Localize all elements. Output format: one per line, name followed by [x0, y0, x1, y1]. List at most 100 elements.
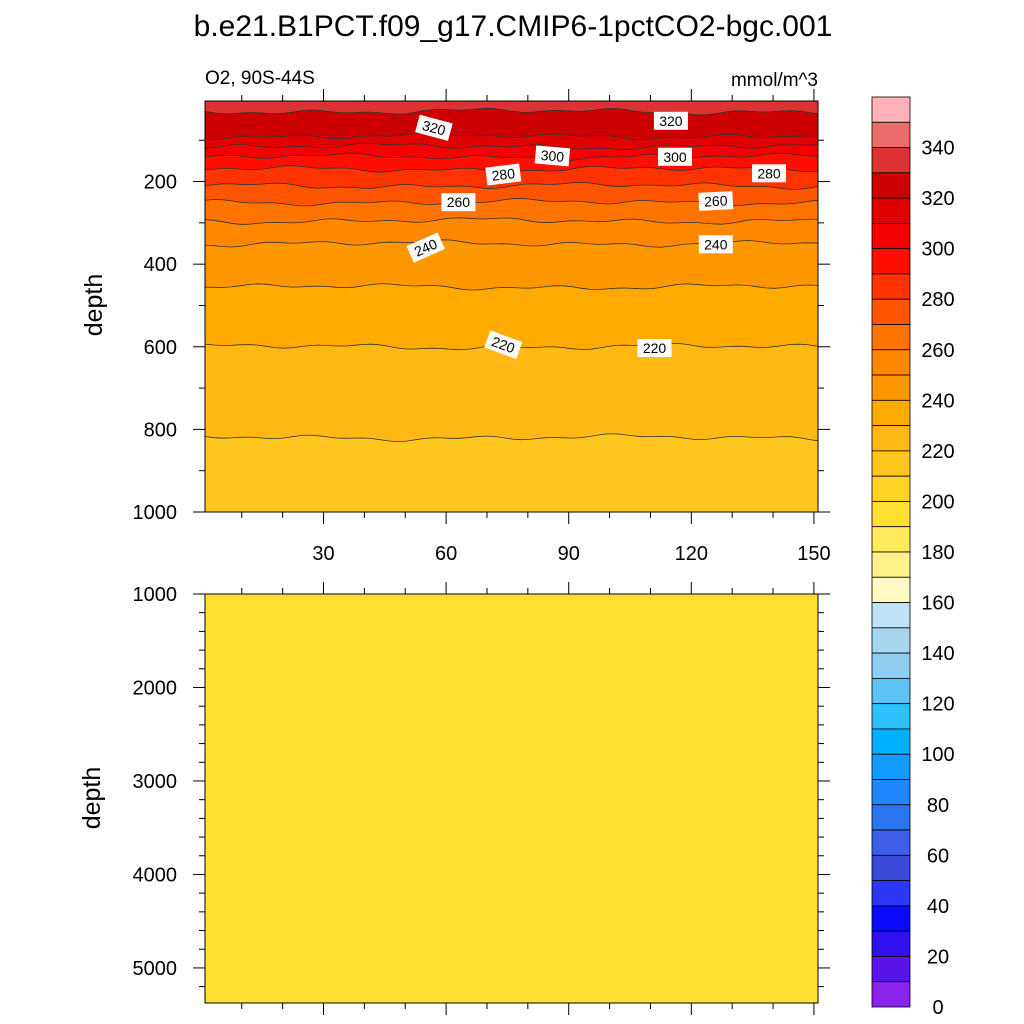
colorbar-label: 60 [927, 845, 949, 867]
contour-label-text: 320 [421, 117, 448, 139]
colorbar-label: 240 [921, 390, 954, 412]
colorbar-box [871, 501, 911, 528]
upper-frame [204, 100, 819, 513]
contour-line [205, 433, 818, 443]
contour-label-box [406, 232, 445, 263]
colorbar-box [871, 905, 911, 932]
contour-line [205, 131, 818, 141]
y-tick-label: 2000 [133, 677, 178, 699]
contour-line [205, 181, 818, 190]
y-tick-label: 1000 [133, 502, 178, 524]
colorbar-box [871, 147, 911, 174]
colorbar-label: 20 [927, 946, 949, 968]
contour-label: 260 [441, 193, 476, 212]
contour-label-box [752, 164, 786, 183]
contour-label-box [658, 147, 692, 166]
colorbar-box [871, 324, 911, 351]
colorbar-label: 220 [921, 441, 954, 463]
lower-frame [204, 593, 819, 1004]
contour-label-box [441, 193, 476, 212]
contour-label: 300 [534, 145, 571, 167]
colorbar-label: 260 [921, 340, 954, 362]
lower-ylabel: depth [78, 767, 106, 830]
figure-title: b.e21.B1PCT.f09_g17.CMIP6-1pctCO2-bgc.00… [194, 10, 833, 43]
contour-line [205, 217, 818, 225]
colorbar: 3403203002802602402202001801601401201008… [871, 96, 955, 1019]
upper-ticks: 30 60 90 120 150 200 400 600 800 1000 [133, 89, 831, 565]
contour-label-text: 280 [757, 165, 781, 181]
colorbar-box [871, 981, 911, 1008]
contour-label: 280 [752, 164, 786, 183]
contour-line [205, 283, 818, 291]
colorbar-box [871, 349, 911, 376]
colorbar-box [871, 779, 911, 806]
colorbar-box [871, 222, 911, 250]
colorbar-label: 180 [921, 542, 954, 564]
colorbar-box [871, 602, 911, 629]
colorbar-box [871, 551, 911, 578]
contour-label-text: 300 [663, 149, 687, 165]
contour-label: 220 [637, 339, 672, 357]
colorbar-box [871, 273, 911, 300]
colorbar-box [871, 475, 911, 502]
colorbar-box [871, 576, 911, 603]
x-tick-label: 60 [435, 543, 457, 565]
colorbar-label: 200 [921, 491, 954, 513]
colorbar-box [871, 956, 911, 983]
contour-label-text: 220 [643, 340, 667, 356]
colorbar-label: 340 [921, 138, 954, 160]
colorbar-box [871, 374, 911, 401]
colorbar-box [871, 526, 911, 553]
x-tick-label: 90 [558, 543, 580, 565]
y-tick-label: 5000 [133, 958, 178, 980]
colorbar-box [871, 121, 911, 148]
contour-label-text: 320 [659, 113, 683, 129]
contour-label: 220 [484, 330, 523, 359]
contour-label-box [484, 330, 523, 359]
colorbar-box [871, 450, 911, 477]
fill-band [205, 433, 818, 512]
left-string: O2, 90S-44S [205, 68, 315, 89]
contour-label-text: 260 [704, 192, 728, 209]
y-tick-label: 4000 [133, 864, 178, 886]
y-tick-label: 800 [144, 419, 177, 441]
contour-label: 320 [653, 111, 688, 130]
colorbar-box [871, 627, 911, 654]
colorbar-box [871, 248, 911, 275]
units-string: mmol/m^3 [731, 70, 818, 91]
colorbar-box [871, 880, 911, 907]
colorbar-box [871, 197, 911, 224]
colorbar-label: 300 [921, 239, 954, 261]
y-tick-label: 3000 [133, 771, 178, 793]
contour-line [205, 107, 818, 116]
contour-line [205, 152, 818, 162]
colorbar-box [871, 703, 911, 730]
contour-label: 260 [698, 191, 734, 211]
colorbar-label: 40 [927, 896, 949, 918]
colorbar-box [871, 677, 911, 705]
colorbar-label: 320 [921, 188, 954, 210]
contour-label-text: 300 [540, 147, 565, 165]
contour-label: 320 [415, 114, 453, 141]
x-tick-label: 150 [797, 543, 830, 565]
lower-panel: 1000 2000 3000 4000 5000 depth [78, 582, 830, 1015]
contour-label: 240 [698, 235, 733, 254]
contour-label-text: 220 [490, 333, 518, 356]
x-tick-label: 30 [312, 543, 334, 565]
contour-label-box [637, 339, 672, 357]
contour-label-box [415, 114, 453, 141]
contour-label: 300 [658, 147, 692, 166]
colorbar-box [871, 854, 911, 882]
contour-label-box [485, 163, 522, 186]
colorbar-box [871, 930, 911, 957]
colorbar-label: 120 [921, 694, 954, 716]
colorbar-box [871, 96, 911, 123]
colorbar-box [871, 425, 911, 452]
contour-label-box [698, 235, 733, 254]
contour-label-text: 280 [491, 165, 516, 184]
contour-fills [205, 101, 818, 512]
colorbar-label: 0 [932, 997, 943, 1019]
contour-label: 280 [485, 163, 522, 186]
